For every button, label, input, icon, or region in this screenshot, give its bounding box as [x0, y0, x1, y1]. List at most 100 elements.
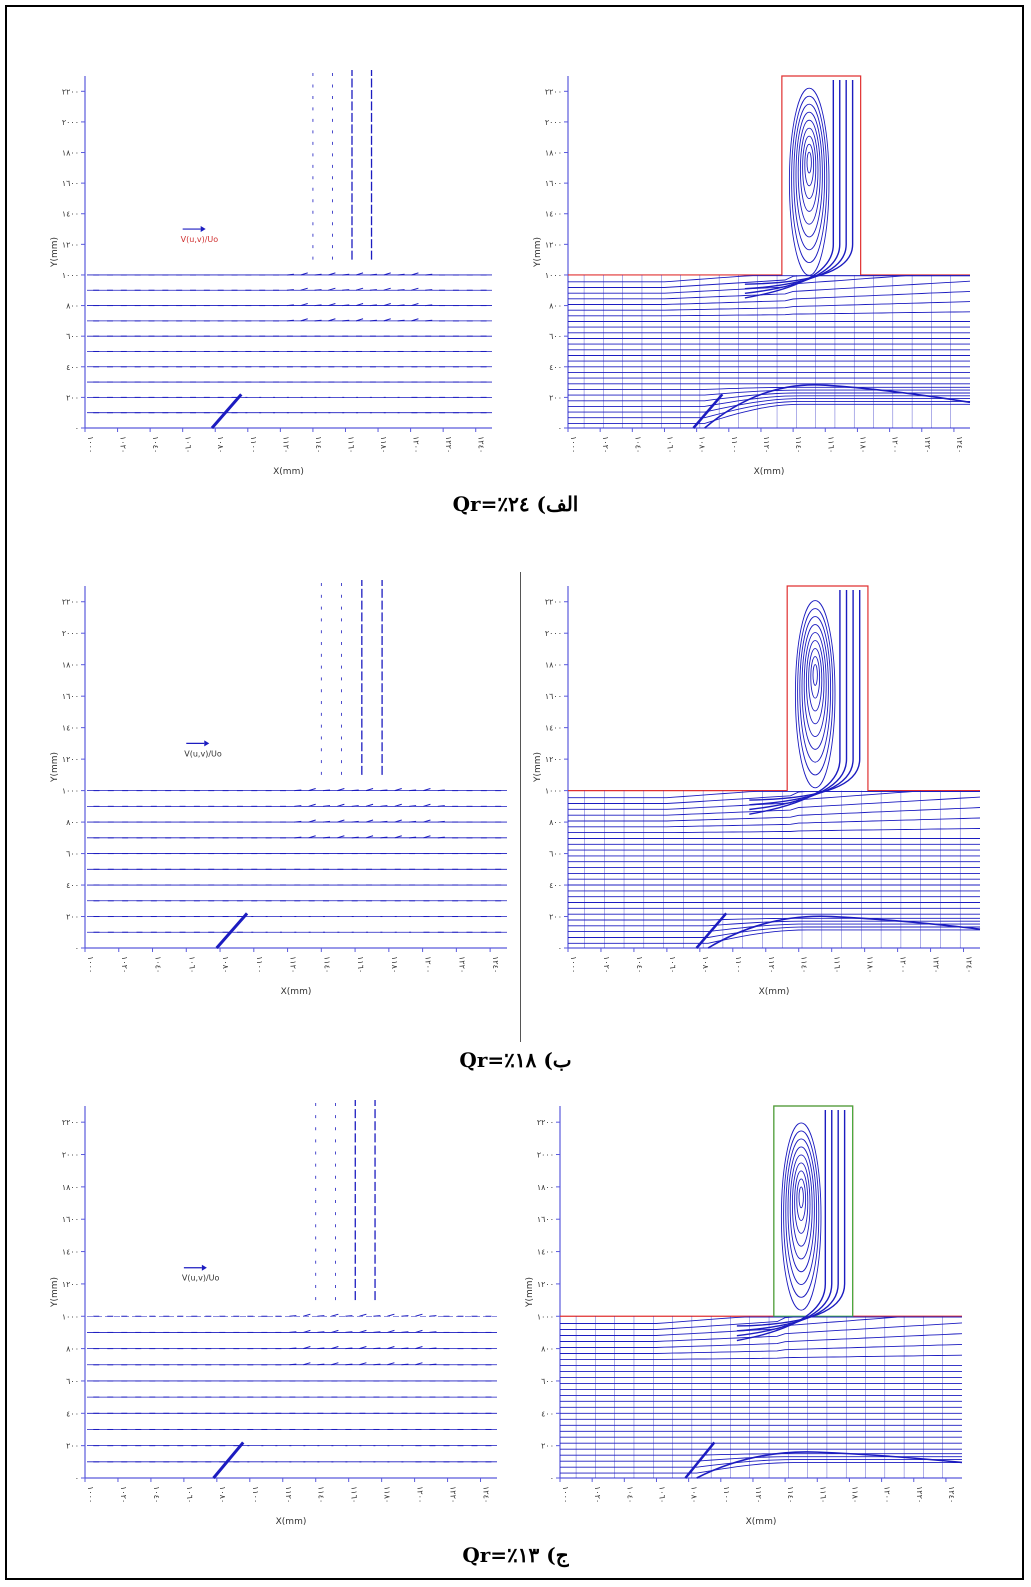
x-tick-label: ۱۱۲۰ [281, 436, 290, 453]
vortex-streamline [799, 616, 832, 763]
y-tick-label: ۱۸۰۰ [545, 149, 562, 158]
y-tick-label: ۱٤۰۰ [62, 724, 79, 733]
vector-arrow [303, 1313, 311, 1317]
y-tick-label: ۲۰۰ [66, 393, 79, 402]
x-tick-label: ۱۰٦۰ [184, 436, 193, 453]
reference-vector-legend: V(u,v)/Uo [181, 226, 219, 244]
x-tick-label: ۱۲۲۰ [444, 436, 453, 453]
x-tick-label: ۱۲٤۰ [491, 956, 500, 973]
vortex-streamline [796, 1178, 807, 1222]
y-tick-label: ۲۰۰۰ [537, 1151, 554, 1160]
vector-plot-b: ۰ ۲۰۰ ٤۰۰ ٦۰۰ ۸۰۰ ۱۰۰۰ ۱۲۰۰ ۱٤۰۰ ۱٦۰۰ ۱۸۰۰ ۲۰۰۰ ۲۲۰… [45, 580, 515, 1000]
x-tick-label: ۱۱۸۰ [383, 1486, 392, 1503]
x-tick-label: ۱۲٤۰ [947, 1486, 956, 1503]
reference-vector-label: V(u,v)/Uo [181, 235, 219, 244]
x-tick-label: ۱۱۰۰ [722, 1486, 731, 1503]
y-tick-label: ۲۰۰۰ [545, 629, 562, 638]
deflector-plate [692, 393, 724, 429]
x-tick-label: ۱۱٤۰ [786, 1486, 795, 1503]
x-tick-label: ۱۱۰۰ [734, 956, 743, 973]
y-axis-label: Y(mm) [50, 237, 60, 268]
x-tick-label: ۱۰۲۰ [120, 956, 129, 973]
deflector-plate [215, 912, 249, 949]
x-tick-label: ۱۲۰۰ [899, 956, 908, 973]
streamline [560, 1453, 962, 1456]
streamline [568, 275, 970, 283]
vector-arrow [359, 1313, 367, 1317]
vortex-streamline [791, 95, 828, 264]
x-tick-label: ۱۱٦۰ [833, 956, 842, 973]
x-tick-label: ۱۲٤۰ [955, 436, 964, 453]
x-tick-label: ۱۲۲۰ [923, 436, 932, 453]
x-tick-label: ۱۱٤۰ [317, 1486, 326, 1503]
y-axis-label: Y(mm) [50, 752, 60, 783]
reference-vector-legend: V(u,v)/Uo [182, 1264, 219, 1283]
y-tick-label: ٦۰۰ [66, 850, 79, 859]
y-tick-label: ۰ [550, 1474, 554, 1483]
vortex-streamline [801, 624, 829, 750]
jet-streamline [744, 80, 841, 295]
x-tick-label: ۱۲۰۰ [416, 1486, 425, 1503]
separation-streamline [704, 383, 971, 429]
streamline [568, 311, 971, 317]
caption-a: Qr=٪۲٤ الف) [0, 492, 1031, 516]
x-tick-label: ۱۰٤۰ [154, 956, 163, 973]
axes: ۰ ۲۰۰ ٤۰۰ ٦۰۰ ۸۰۰ ۱۰۰۰ ۱۲۰۰ ۱٤۰۰ ۱٦۰۰ ۱۸۰۰ ۲۰۰۰ ۲۲۰… [525, 1106, 962, 1527]
x-tick-label: ۱۱٤۰ [314, 436, 323, 453]
x-tick-label: ۱۰٦۰ [668, 956, 677, 973]
vector-arrow [345, 1315, 353, 1317]
y-tick-label: ۲۰۰ [549, 393, 562, 402]
streamline [560, 1354, 963, 1360]
streamline-plot-b: ۰ ۲۰۰ ٤۰۰ ٦۰۰ ۸۰۰ ۱۰۰۰ ۱۲۰۰ ۱٤۰۰ ۱٦۰۰ ۱۸۰۰ ۲۰۰۰ ۲۲۰… [528, 580, 988, 1000]
y-tick-label: ۰ [558, 944, 562, 953]
vortex-streamline [795, 111, 823, 238]
x-tick-label: ۱۱٤۰ [794, 436, 803, 453]
streamline [560, 1459, 962, 1468]
streamlines [568, 585, 981, 949]
jet-streamline [749, 590, 841, 815]
x-axis-label: X(mm) [273, 467, 304, 477]
streamline [560, 1316, 962, 1324]
x-tick-label: ۱۰۲۰ [119, 436, 128, 453]
x-tick-label: ۱۰٦۰ [665, 436, 674, 453]
x-axis-label: X(mm) [746, 1517, 777, 1527]
caption-b-formula: Qr=٪۱۸ [459, 1048, 537, 1072]
x-axis-label: X(mm) [281, 987, 312, 997]
y-tick-label: ۱۲۰۰ [545, 755, 562, 764]
y-tick-label: ۱٦۰۰ [62, 1215, 79, 1224]
streamline [560, 1462, 962, 1474]
vector-arrow [317, 1315, 325, 1317]
y-tick-label: ۱٦۰۰ [62, 179, 79, 188]
channel-boundary [568, 585, 980, 792]
x-tick-label: ۱۰۸۰ [216, 436, 225, 453]
jet-streamline [744, 80, 847, 290]
x-tick-label: ۱۱۸۰ [390, 956, 399, 973]
deflector-plate [684, 1441, 716, 1479]
x-tick-label: ۱۱۲۰ [762, 436, 771, 453]
y-tick-label: ۲۰۰۰ [545, 118, 562, 127]
vortex-streamline [797, 119, 821, 225]
x-tick-label: ۱۰۰۰ [569, 436, 578, 453]
vortex-streamline [794, 600, 836, 789]
x-tick-label: ۱۰۲۰ [601, 436, 610, 453]
y-tick-label: ۲۲۰۰ [62, 1118, 79, 1127]
vector-arrow [415, 1313, 423, 1317]
y-axis-label: Y(mm) [50, 1277, 60, 1308]
x-tick-label: ۱۰۸۰ [218, 1486, 227, 1503]
jet-streamline [736, 1110, 833, 1337]
vortex-streamline [810, 656, 821, 699]
vector-arrow [373, 1315, 381, 1317]
x-tick-label: ۱۱۸۰ [850, 1486, 859, 1503]
y-tick-label: ۲۰۰۰ [62, 1151, 79, 1160]
y-tick-label: ۱۸۰۰ [62, 661, 79, 670]
streamline [568, 395, 970, 407]
vortex-streamline [808, 648, 823, 712]
caption-c-label: ج) [546, 1543, 569, 1567]
streamline [560, 1333, 963, 1348]
streamline [568, 923, 980, 933]
streamline-plot-a: ۰ ۲۰۰ ٤۰۰ ٦۰۰ ۸۰۰ ۱۰۰۰ ۱۲۰۰ ۱٤۰۰ ۱٦۰۰ ۱۸۰۰ ۲۰۰۰ ۲۲۰… [528, 70, 978, 480]
y-tick-label: ۰ [75, 944, 79, 953]
y-tick-label: ۲۰۰ [66, 913, 79, 922]
x-tick-label: ۱۰٤۰ [633, 436, 642, 453]
separation-streamline [707, 915, 981, 949]
